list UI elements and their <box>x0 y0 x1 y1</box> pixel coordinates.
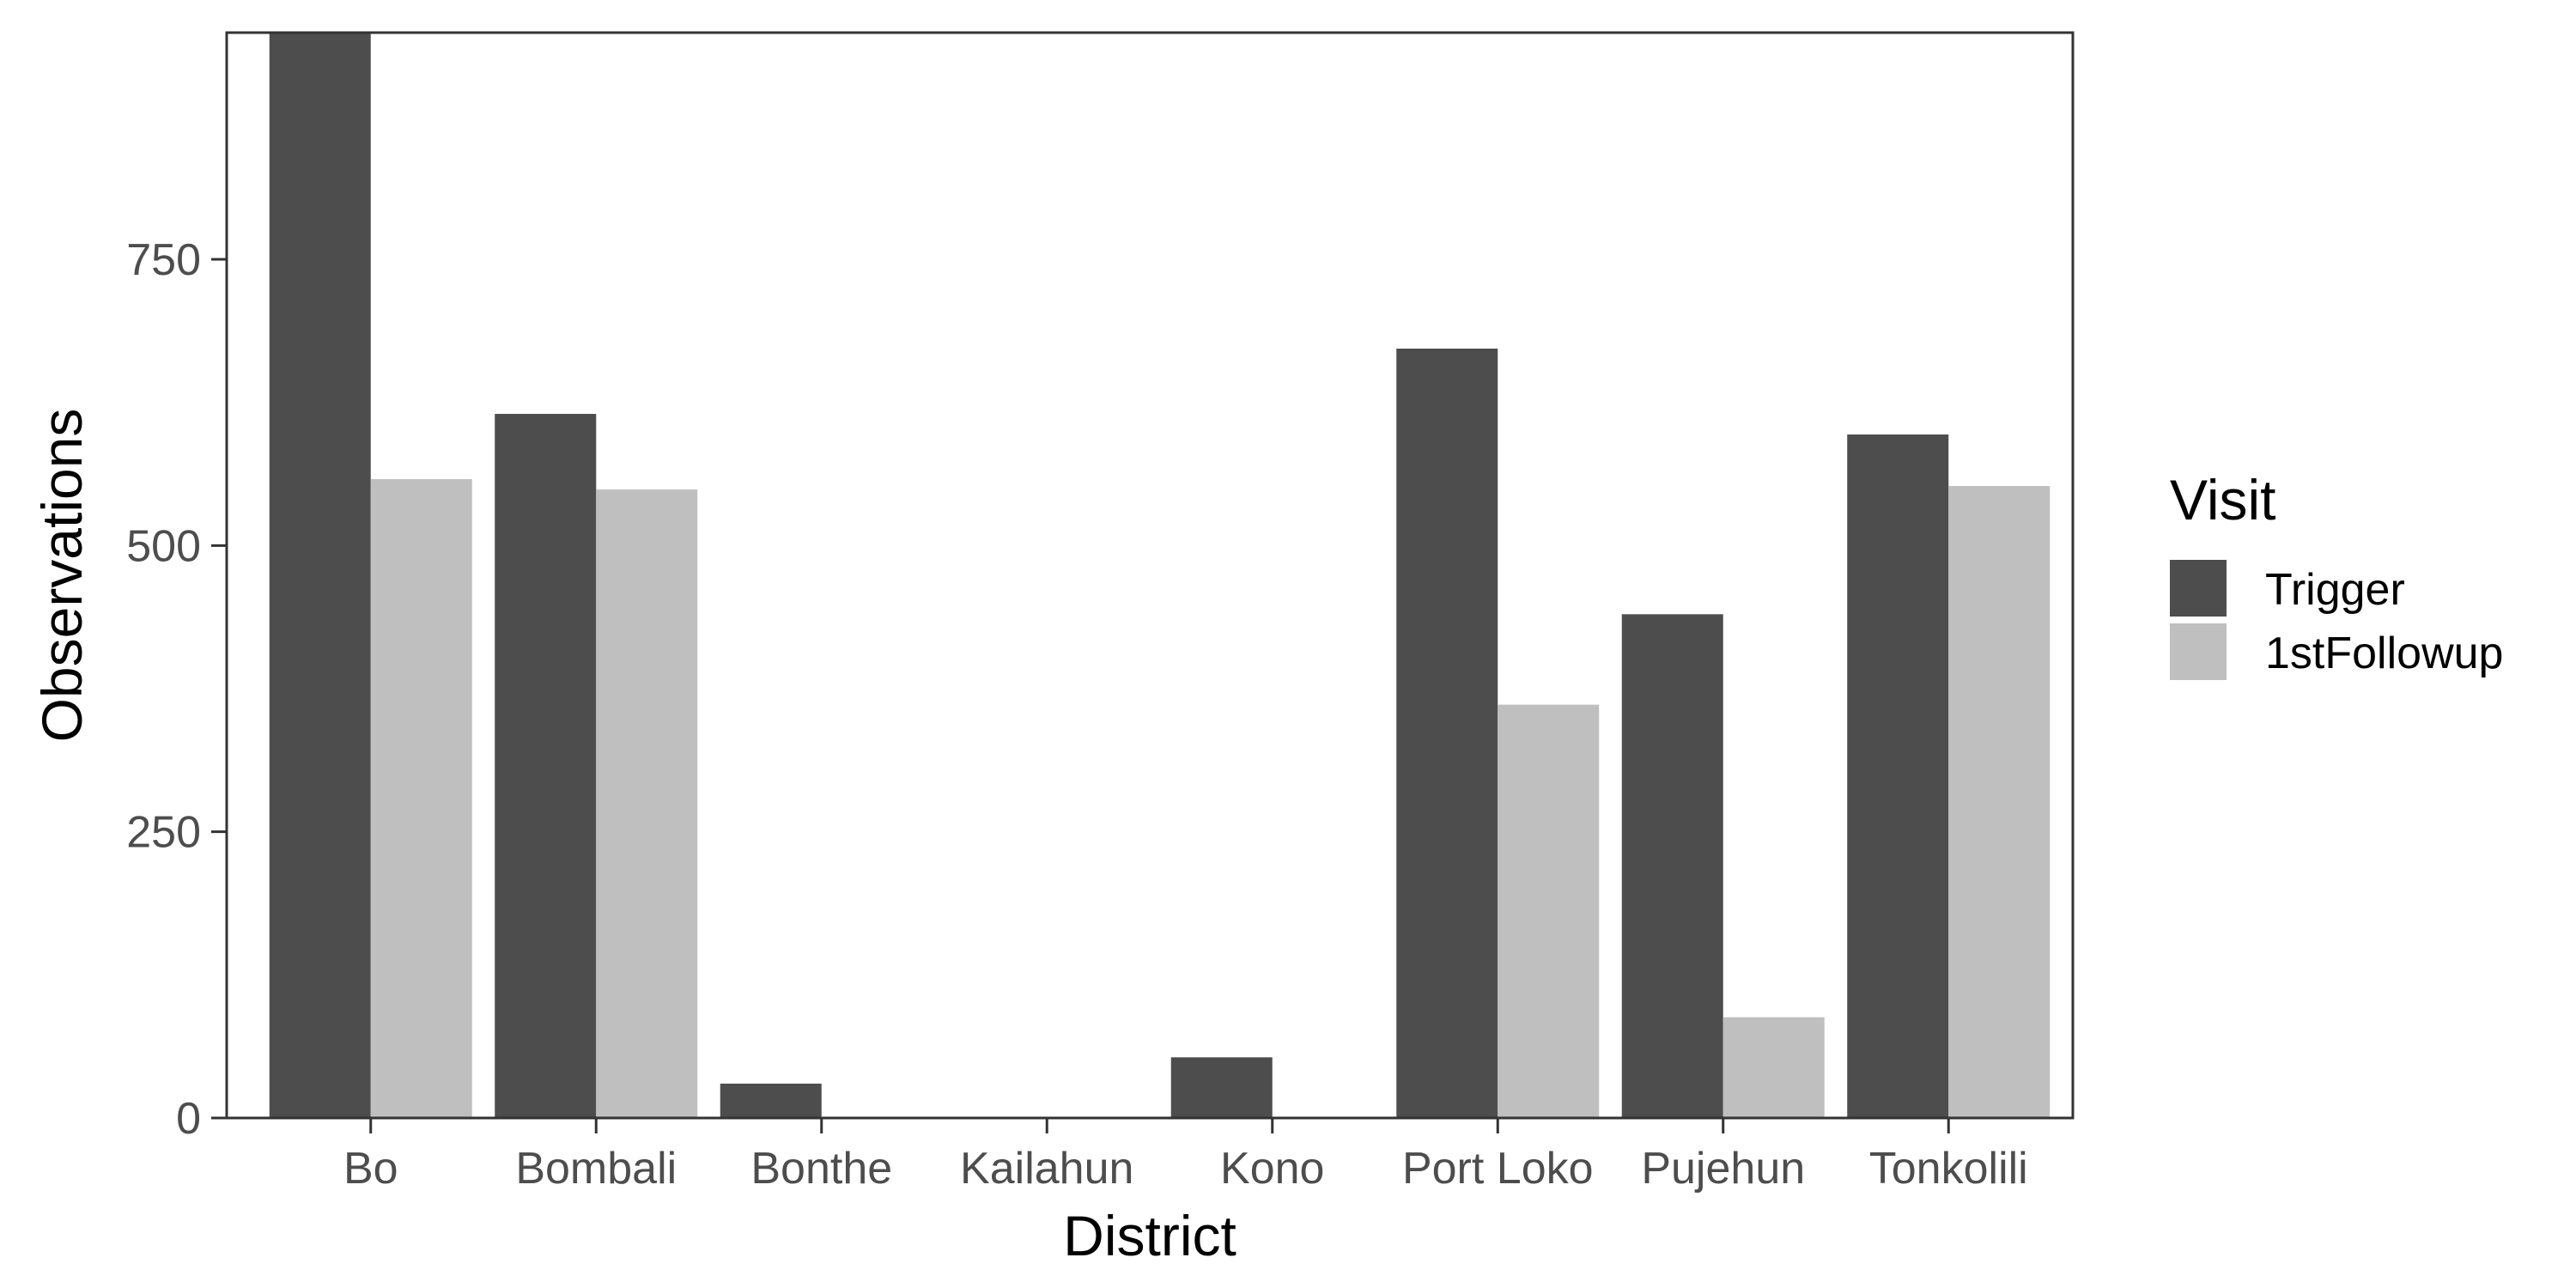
bar-trigger-kono <box>1170 1057 1273 1118</box>
y-axis: 0 250 500 750 <box>126 235 227 1144</box>
x-tick-label: Port Loko <box>1402 1144 1594 1194</box>
bar-1stfollowup-tonkolili <box>1948 486 2050 1118</box>
legend-label-trigger: Trigger <box>2265 565 2405 615</box>
bar-1stfollowup-bo <box>370 479 472 1118</box>
bar-trigger-bombali <box>495 414 597 1118</box>
x-tick-label: Kono <box>1220 1144 1324 1194</box>
bars-layer <box>269 33 2050 1118</box>
x-tick-label: Bonthe <box>750 1144 892 1194</box>
plot-panel-border <box>225 31 2075 1120</box>
x-tick-label: Pujehun <box>1641 1144 1805 1194</box>
x-tick-label: Bombali <box>515 1144 677 1194</box>
legend-title: Visit <box>2170 468 2276 532</box>
x-axis: Bo Bombali Bonthe Kailahun Kono Port Loko Puje… <box>343 1118 2028 1194</box>
y-tick-label: 750 <box>126 235 201 285</box>
x-tick-label: Tonkolili <box>1869 1144 2028 1194</box>
bar-trigger-tonkolili <box>1847 434 1949 1118</box>
y-tick-label: 500 <box>126 521 201 571</box>
legend-key-1stfollowup <box>2170 623 2227 680</box>
legend-key-trigger <box>2170 560 2227 617</box>
y-tick-label: 0 <box>176 1094 201 1144</box>
x-axis-title: District <box>1063 1204 1236 1267</box>
bar-trigger-bonthe <box>720 1084 822 1118</box>
y-axis-title: Observations <box>30 409 94 743</box>
legend: Visit Trigger 1stFollowup <box>2170 468 2503 680</box>
legend-label-1stfollowup: 1stFollowup <box>2265 629 2503 678</box>
bar-trigger-port-loko <box>1396 349 1498 1118</box>
x-tick-label: Bo <box>343 1144 398 1194</box>
bar-trigger-bo <box>269 33 371 1118</box>
bar-1stfollowup-bombali <box>596 489 698 1118</box>
bar-1stfollowup-port-loko <box>1498 704 1600 1118</box>
bar-trigger-pujehun <box>1621 614 1723 1118</box>
bar-1stfollowup-pujehun <box>1722 1017 1825 1118</box>
x-tick-label: Kailahun <box>960 1144 1133 1194</box>
y-tick-label: 250 <box>126 808 201 858</box>
